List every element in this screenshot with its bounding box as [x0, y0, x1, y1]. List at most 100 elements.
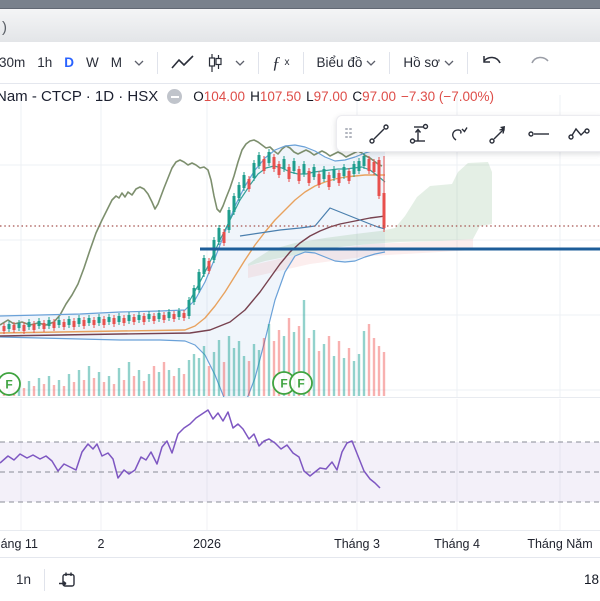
toolbar-separator	[258, 51, 260, 74]
volume-bar	[177, 368, 181, 396]
candle-body	[362, 156, 366, 166]
candle-body	[2, 326, 6, 331]
symbol-legend-row: Nam - CTCP · 1D · HSX O104.00 H107.50 L9…	[0, 88, 494, 105]
candle-body	[177, 311, 181, 317]
volume-bar	[92, 378, 96, 396]
timeframe-menu-chevron-icon[interactable]	[128, 56, 150, 70]
volume-bar	[212, 352, 216, 396]
volume-bar	[37, 378, 41, 396]
volume-bar	[282, 336, 286, 396]
bottom-bar-separator	[44, 568, 46, 591]
volume-bar	[22, 388, 26, 396]
volume-bar	[332, 356, 336, 396]
candle-body	[127, 315, 131, 321]
trend-line-tool-icon[interactable]	[359, 119, 399, 149]
ma-orange	[0, 174, 385, 334]
volume-bar	[202, 346, 206, 396]
panel-divider[interactable]	[0, 530, 600, 531]
redo-button[interactable]	[523, 51, 557, 75]
go-to-date-icon[interactable]	[52, 565, 82, 595]
panel-divider[interactable]	[0, 397, 600, 398]
candle-body	[302, 164, 306, 174]
candle-body	[122, 318, 126, 323]
financial-report-badge[interactable]: F	[0, 372, 21, 396]
chart-type-menu-chevron-icon[interactable]	[229, 56, 251, 70]
timeframe-weekly-button[interactable]: W	[86, 55, 99, 70]
timeframe-30m-button[interactable]: 30m	[0, 55, 26, 70]
volume-bar	[237, 341, 241, 396]
open-value: 104.00	[203, 89, 246, 104]
candle-body	[257, 155, 261, 166]
line-chart-type-icon[interactable]	[165, 51, 201, 74]
candle-body	[137, 315, 141, 320]
candle-body	[292, 161, 296, 171]
candle-body	[57, 320, 61, 325]
volume-bar	[77, 370, 81, 396]
candle-body	[272, 157, 276, 169]
timeframe-monthly-button[interactable]: M	[110, 55, 123, 70]
candlestick-chart-type-icon[interactable]	[201, 49, 229, 77]
candle-body	[32, 324, 36, 330]
symbol-title[interactable]: Nam - CTCP · 1D · HSX	[0, 88, 159, 105]
profile-menu-button[interactable]: Hồ sơ	[397, 51, 460, 74]
volume-bar	[372, 338, 376, 396]
volume-bar	[242, 356, 246, 396]
candle-body	[197, 272, 201, 290]
volume-bar	[72, 382, 76, 396]
volume-bar	[217, 340, 221, 396]
toolbar-separator	[302, 51, 304, 74]
candle-body	[107, 317, 111, 322]
volume-bar	[157, 372, 161, 396]
financial-report-badge[interactable]: F	[289, 371, 313, 395]
volume-bar	[322, 344, 326, 396]
time-axis[interactable]: Tháng 11 2 2026 Tháng 3 Tháng 4 Tháng Năm	[0, 531, 600, 557]
candle-body	[352, 164, 356, 174]
volume-bar	[362, 331, 366, 396]
volume-bar	[342, 358, 346, 396]
candle-body	[242, 175, 246, 188]
horizontal-ray-tool-icon[interactable]	[519, 119, 559, 149]
arrow-tool-icon[interactable]	[479, 119, 519, 149]
volume-bar	[142, 381, 146, 396]
volume-bar	[337, 341, 341, 396]
candle-body	[92, 320, 96, 325]
volume-bar	[97, 372, 101, 396]
candle-body	[152, 316, 156, 321]
collapse-legend-icon[interactable]	[167, 89, 183, 104]
svg-text:F: F	[280, 377, 287, 391]
timeframe-daily-button[interactable]: D	[64, 55, 75, 70]
candle-body	[342, 167, 346, 176]
polyline-tool-icon[interactable]	[559, 119, 599, 149]
server-clock[interactable]: 18	[584, 572, 600, 587]
candle-body	[27, 322, 31, 327]
candle-body	[227, 210, 231, 230]
volume-bar	[257, 350, 261, 396]
ohlc-values: O104.00 H107.50 L97.00 C97.00 −7.30 (−7.…	[193, 89, 494, 104]
chevron-down-icon	[366, 60, 376, 66]
chart-menu-button[interactable]: Biểu đồ	[311, 51, 383, 74]
change-value: −7.30 (−7.00%)	[400, 89, 495, 104]
floating-drawing-toolbar	[336, 115, 600, 152]
volume-bar	[62, 386, 66, 396]
timeframe-1h-button[interactable]: 1h	[37, 55, 53, 70]
undo-button[interactable]	[475, 51, 509, 75]
candle-body	[312, 167, 316, 177]
volume-bar	[357, 354, 361, 396]
candle-body	[67, 319, 71, 325]
candle-body	[332, 169, 336, 178]
brush-tool-icon[interactable]	[439, 119, 479, 149]
info-line-tool-icon[interactable]	[399, 119, 439, 149]
volume-bar	[152, 366, 156, 396]
candle-body	[267, 152, 271, 163]
volume-bar	[117, 368, 121, 396]
candle-body	[97, 317, 101, 323]
candle-body	[147, 314, 151, 319]
candle-body	[102, 319, 106, 325]
date-range-button[interactable]: 1n	[16, 572, 32, 587]
rsi-indicator-panel-canvas[interactable]	[0, 399, 600, 530]
candle-body	[132, 317, 136, 322]
browser-chrome: )	[0, 9, 600, 42]
drag-handle-icon[interactable]	[345, 127, 355, 140]
volume-bar	[47, 376, 51, 396]
